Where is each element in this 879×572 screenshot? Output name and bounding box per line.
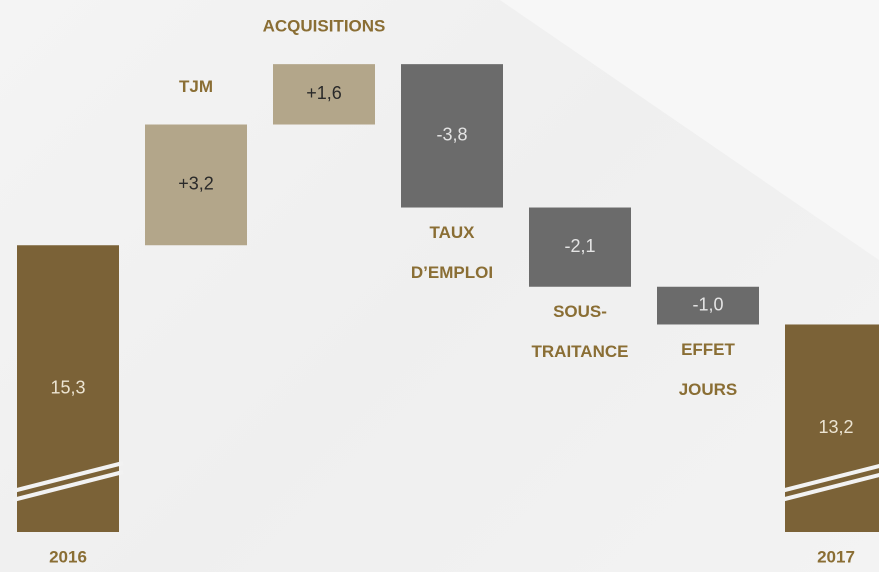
bar — [401, 64, 503, 208]
axis-break — [780, 463, 879, 493]
value-label: -1,0 — [692, 294, 723, 314]
category-label: 2017 — [817, 547, 855, 566]
category-label: TJM — [179, 77, 213, 96]
value-label: +3,2 — [178, 174, 214, 194]
bar — [145, 124, 247, 246]
category-label: SOUS- — [553, 302, 607, 321]
value-label: -2,1 — [564, 236, 595, 256]
category-label: 2016 — [49, 547, 87, 566]
category-label: TRAITANCE — [532, 342, 629, 361]
bar — [529, 207, 631, 287]
category-label: ACQUISITIONS — [263, 17, 386, 36]
axis-break — [12, 461, 124, 493]
bar — [273, 64, 375, 125]
axis-break — [780, 472, 879, 502]
value-label: 15,3 — [50, 377, 85, 397]
background-shape — [500, 0, 879, 260]
category-label: D’EMPLOI — [411, 263, 493, 282]
value-label: +1,6 — [306, 83, 342, 103]
bar — [657, 286, 759, 325]
bar — [785, 324, 879, 532]
axis-break — [12, 470, 124, 502]
value-label: -3,8 — [436, 125, 467, 145]
category-label: TAUX — [429, 223, 475, 242]
value-label: 13,2 — [818, 417, 853, 437]
category-label: EFFET — [681, 340, 735, 359]
category-label: JOURS — [679, 380, 738, 399]
